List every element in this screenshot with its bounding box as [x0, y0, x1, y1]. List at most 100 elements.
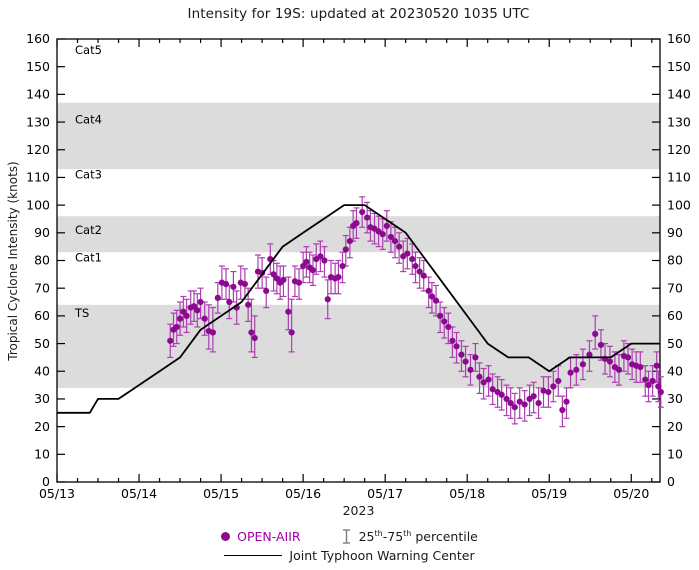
open-aiir-point — [592, 330, 599, 337]
open-aiir-point — [420, 272, 427, 279]
open-aiir-point — [489, 386, 496, 393]
y-tick-label-right: 30 — [667, 391, 683, 406]
chart-title: Intensity for 19S: updated at 20230520 1… — [187, 6, 530, 22]
y-tick-label-right: 10 — [667, 447, 683, 462]
open-aiir-point — [183, 312, 190, 319]
open-aiir-point — [364, 214, 371, 221]
y-tick-label-right: 20 — [667, 419, 683, 434]
y-tick-label-left: 50 — [34, 336, 50, 351]
category-label-cat3: Cat3 — [75, 168, 102, 182]
open-aiir-point — [176, 315, 184, 322]
open-aiir-point — [498, 391, 505, 398]
y-tick-label-right: 50 — [667, 336, 683, 351]
category-label-cat2: Cat2 — [75, 223, 102, 237]
open-aiir-point — [467, 366, 474, 373]
open-aiir-point — [645, 381, 652, 389]
open-aiir-point — [485, 376, 492, 383]
y-tick-label-left: 10 — [34, 447, 50, 462]
y-tick-label-right: 120 — [667, 142, 691, 157]
open-aiir-point — [573, 366, 580, 373]
open-aiir-point — [241, 280, 248, 288]
open-aiir-point — [425, 287, 432, 295]
open-aiir-point — [173, 323, 180, 331]
x-tick-label: 05/13 — [39, 486, 75, 501]
percentile-sup2: th — [403, 528, 412, 538]
y-tick-label-right: 90 — [667, 225, 683, 240]
open-aiir-point — [245, 301, 252, 308]
x-tick-label: 05/20 — [613, 486, 649, 501]
open-aiir-point — [321, 257, 328, 264]
open-aiir-point — [597, 341, 605, 349]
y-tick-label-right: 60 — [667, 308, 683, 323]
open-aiir-point — [516, 398, 523, 405]
open-aiir-point — [288, 329, 295, 336]
open-aiir-point — [230, 283, 237, 290]
open-aiir-point — [346, 238, 353, 245]
open-aiir-point — [201, 315, 208, 322]
open-aiir-point — [324, 296, 331, 303]
open-aiir-point — [180, 308, 187, 315]
open-aiir-point — [396, 243, 403, 250]
category-band-cat4 — [57, 102, 660, 170]
open-aiir-point — [359, 208, 366, 216]
y-tick-label-left: 40 — [34, 363, 50, 378]
open-aiir-point — [263, 287, 270, 295]
percentile-whisker-icon — [342, 529, 350, 544]
open-aiir-point — [248, 329, 255, 336]
y-tick-label-right: 160 — [667, 31, 691, 46]
percentile-sup1: th — [374, 528, 383, 538]
y-tick-label-right: 40 — [667, 363, 683, 378]
open-aiir-point — [194, 307, 201, 314]
y-tick-label-right: 140 — [667, 87, 691, 102]
open-aiir-point — [339, 262, 346, 270]
open-aiir-point — [270, 271, 277, 278]
open-aiir-point — [559, 406, 566, 414]
y-tick-label-left: 80 — [34, 253, 50, 268]
y-tick-label-right: 150 — [667, 59, 691, 74]
open-aiir-point — [458, 351, 465, 358]
open-aiir-point — [404, 250, 411, 257]
open-aiir-point — [649, 377, 656, 385]
open-aiir-point — [563, 398, 570, 405]
y-tick-label-left: 110 — [26, 170, 50, 185]
x-tick-label: 05/18 — [449, 486, 485, 501]
open-aiir-point — [295, 279, 303, 286]
jtwc-line — [57, 204, 660, 414]
open-aiir-point — [535, 399, 542, 407]
x-tick-label: 05/16 — [285, 486, 321, 501]
open-aiir-point — [545, 388, 552, 396]
x-tick-label: 05/14 — [121, 486, 157, 501]
open-aiir-point — [342, 246, 349, 253]
open-aiir-point — [280, 276, 287, 283]
open-aiir-point — [511, 404, 518, 411]
jtwc-line-icon — [224, 555, 283, 556]
percentile-lo: 25 — [358, 529, 375, 544]
y-tick-label-left: 150 — [26, 59, 50, 74]
open-aiir-point — [540, 387, 547, 394]
category-band-ts — [57, 304, 660, 388]
open-aiir-point — [432, 297, 440, 304]
y-axis-title: Tropical Cyclone Intensity (knots) — [6, 161, 20, 361]
percentile-rest: percentile — [411, 529, 478, 544]
open-aiir-point — [480, 379, 487, 386]
open-aiir-point — [251, 334, 258, 342]
legend-jtwc-label: Joint Typhoon Warning Center — [289, 548, 475, 563]
legend-row-2: Joint Typhoon Warning Center — [0, 546, 699, 565]
y-tick-label-left: 160 — [26, 31, 50, 46]
open-aiir-point — [197, 298, 204, 306]
y-tick-label-right: 130 — [667, 114, 691, 129]
open-aiir-point — [615, 366, 623, 373]
open-aiir-point — [190, 303, 198, 310]
x-tick-label: 05/17 — [367, 486, 403, 501]
open-aiir-point — [472, 354, 479, 361]
open-aiir-point — [387, 233, 395, 241]
open-aiir-point — [379, 231, 386, 238]
y-tick-label-left: 0 — [42, 474, 50, 489]
y-tick-label-left: 100 — [26, 197, 50, 212]
y-tick-label-right: 70 — [667, 280, 683, 295]
y-tick-label-left: 120 — [26, 142, 50, 157]
open-aiir-point — [476, 373, 483, 380]
open-aiir-point — [637, 363, 644, 371]
open-aiir-point — [642, 376, 649, 383]
